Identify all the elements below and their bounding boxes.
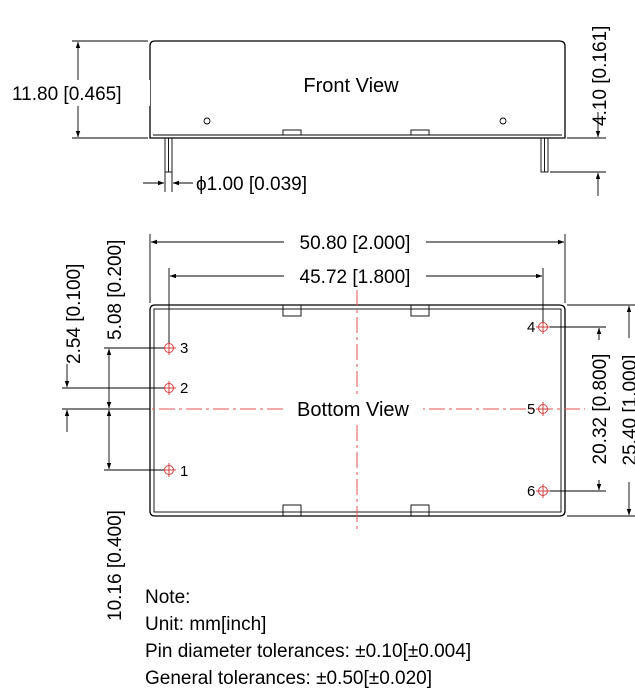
notes-block: Note: Unit: mm[inch] Pin diameter tolera… xyxy=(145,584,471,692)
pin-span-label-bg xyxy=(284,264,426,288)
pin-1: 1 xyxy=(162,463,188,480)
bottom-standoff-bottom-left xyxy=(282,504,302,517)
width-label-bg xyxy=(284,230,426,254)
bottom-view: Bottom View 3 2 1 4 5 xyxy=(62,230,635,621)
front-view-title: Front View xyxy=(303,75,399,97)
pin-1-label: 1 xyxy=(180,463,188,480)
front-view: Front View 11.80 [0.465] 4.10 [0.161] ϕ1… xyxy=(8,26,611,196)
notes-heading: Note: xyxy=(145,587,191,608)
pin-row-label: 20.32 [0.800] xyxy=(590,354,611,465)
bottom-standoff-bottom-right xyxy=(410,504,430,517)
bottom-body-outline xyxy=(149,304,566,517)
pin-diameter-label: ϕ1.00 [0.039] xyxy=(196,174,307,195)
pin-span-label: 45.72 [1.800] xyxy=(300,267,411,288)
pin-2: 2 xyxy=(162,380,188,397)
pin-3-label: 3 xyxy=(180,340,188,357)
front-mark-left xyxy=(203,117,211,125)
pin-5: 5 xyxy=(527,401,550,418)
front-standoff-left xyxy=(282,129,302,136)
pin-6: 6 xyxy=(527,483,550,500)
pin-row-label-bg xyxy=(589,340,607,480)
pin-4: 4 xyxy=(527,319,550,336)
width-label: 50.80 [2.000] xyxy=(300,233,411,254)
pitch-large-label: 10.16 [0.400] xyxy=(105,510,126,621)
bottom-view-title: Bottom View xyxy=(297,399,409,421)
bottom-title-bg xyxy=(283,397,423,421)
pin-4-label: 4 xyxy=(527,319,535,336)
pitch-small-label: 2.54 [0.100] xyxy=(64,264,85,364)
front-height-label: 11.80 [0.465] xyxy=(12,84,122,105)
pin-3: 3 xyxy=(162,340,188,357)
front-mark-right xyxy=(499,117,507,125)
height-label-bg xyxy=(620,338,635,482)
pin-length-label: 4.10 [0.161] xyxy=(590,26,611,126)
front-standoff-right xyxy=(410,129,430,136)
bottom-standoff-top-left xyxy=(282,304,302,317)
pin-5-label: 5 xyxy=(527,401,535,418)
pitch-label: 5.08 [0.200] xyxy=(105,240,126,340)
notes-general-tolerance: General tolerances: ±0.50[±0.020] xyxy=(145,668,433,689)
front-height-label-bg xyxy=(8,80,150,106)
bottom-standoff-top-right xyxy=(410,304,430,317)
front-body-outline xyxy=(149,40,566,139)
notes-pin-tolerance: Pin diameter tolerances: ±0.10[±0.004] xyxy=(145,641,472,662)
pin-6-label: 6 xyxy=(527,483,535,500)
notes-unit: Unit: mm[inch] xyxy=(145,614,267,635)
height-label: 25.40 [1.000] xyxy=(620,355,635,466)
pin-2-label: 2 xyxy=(180,380,188,397)
